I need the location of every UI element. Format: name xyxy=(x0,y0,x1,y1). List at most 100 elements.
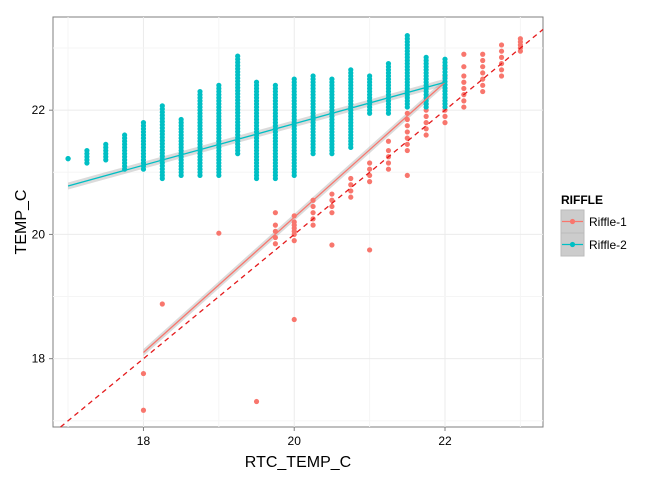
legend-point-riffle-1 xyxy=(569,218,576,225)
point-riffle-1 xyxy=(480,70,486,76)
point-riffle-1 xyxy=(461,79,467,85)
point-riffle-1 xyxy=(498,73,505,79)
point-riffle-1 xyxy=(291,213,297,219)
point-riffle-1 xyxy=(367,166,373,172)
point-riffle-2 xyxy=(310,73,316,79)
legend-label-riffle-2: Riffle-2 xyxy=(589,238,627,252)
point-riffle-1 xyxy=(310,210,316,216)
point-riffle-1 xyxy=(272,210,278,216)
point-riffle-1 xyxy=(498,48,505,54)
point-riffle-1 xyxy=(404,147,410,154)
point-riffle-2 xyxy=(235,53,241,59)
point-riffle-1 xyxy=(461,98,467,104)
point-riffle-2 xyxy=(65,156,71,162)
point-riffle-2 xyxy=(423,54,429,60)
point-riffle-2 xyxy=(216,82,222,88)
point-riffle-2 xyxy=(385,60,392,67)
point-riffle-1 xyxy=(442,120,448,126)
point-riffle-1 xyxy=(329,191,335,197)
point-riffle-1 xyxy=(140,407,147,413)
point-riffle-2 xyxy=(442,56,448,62)
point-riffle-1 xyxy=(461,104,467,110)
y-tick-label: 18 xyxy=(32,352,46,366)
point-riffle-1 xyxy=(442,113,448,119)
point-riffle-2 xyxy=(159,103,165,109)
point-riffle-2 xyxy=(103,141,109,147)
point-riffle-1 xyxy=(385,166,392,172)
point-riffle-1 xyxy=(291,316,297,323)
point-riffle-2 xyxy=(329,76,335,82)
legend-point-riffle-2 xyxy=(569,241,576,248)
point-riffle-1 xyxy=(159,301,165,307)
point-riffle-1 xyxy=(140,370,147,377)
fit-line-riffle-2 xyxy=(67,81,446,187)
point-riffle-1 xyxy=(253,398,260,405)
y-tick-label: 20 xyxy=(32,227,46,241)
point-riffle-1 xyxy=(480,82,486,88)
point-riffle-2 xyxy=(272,82,278,88)
point-riffle-1 xyxy=(367,179,373,185)
point-riffle-1 xyxy=(404,141,410,147)
point-riffle-1 xyxy=(480,57,486,64)
point-riffle-2 xyxy=(178,116,184,123)
x-tick-label: 20 xyxy=(288,434,302,448)
point-riffle-1 xyxy=(291,238,297,244)
point-riffle-1 xyxy=(310,203,316,210)
point-riffle-1 xyxy=(385,138,392,144)
point-riffle-1 xyxy=(329,203,335,210)
legend-title: RIFFLE xyxy=(561,193,603,207)
point-riffle-2 xyxy=(348,67,354,73)
y-tick-label: 22 xyxy=(32,103,46,117)
x-tick-label: 18 xyxy=(137,434,151,448)
point-riffle-1 xyxy=(385,160,392,166)
point-riffle-1 xyxy=(404,116,410,123)
point-riffle-1 xyxy=(480,88,486,95)
point-riffle-1 xyxy=(517,36,523,42)
x-axis-title: RTC_TEMP_C xyxy=(245,454,351,471)
point-riffle-1 xyxy=(461,85,467,92)
data-points xyxy=(65,33,523,413)
point-riffle-1 xyxy=(498,67,505,73)
x-tick-label: 22 xyxy=(438,434,452,448)
point-riffle-1 xyxy=(385,147,392,154)
point-riffle-1 xyxy=(348,194,354,200)
point-riffle-1 xyxy=(272,222,278,228)
point-riffle-1 xyxy=(461,73,467,79)
point-riffle-1 xyxy=(404,172,410,179)
point-riffle-1 xyxy=(291,219,297,225)
point-riffle-2 xyxy=(122,132,128,138)
point-riffle-1 xyxy=(329,210,335,216)
legend: RIFFLE Riffle-1 Riffle-2 xyxy=(560,193,627,257)
point-riffle-1 xyxy=(480,51,486,57)
fit-lines xyxy=(60,28,544,428)
point-riffle-2 xyxy=(253,79,260,85)
point-riffle-1 xyxy=(310,222,316,228)
point-riffle-1 xyxy=(348,175,354,182)
point-riffle-1 xyxy=(216,230,222,236)
point-riffle-1 xyxy=(329,242,335,248)
point-riffle-1 xyxy=(367,160,373,166)
point-riffle-1 xyxy=(423,132,429,138)
y-axis-title: TEMP_C xyxy=(13,190,30,255)
point-riffle-2 xyxy=(291,76,297,82)
point-riffle-1 xyxy=(461,51,467,57)
point-riffle-2 xyxy=(367,73,373,79)
point-riffle-1 xyxy=(404,123,410,129)
point-riffle-2 xyxy=(197,88,203,95)
point-riffle-1 xyxy=(404,129,410,135)
axes: 18 20 22 18 20 22 xyxy=(32,103,452,448)
panel-background xyxy=(52,16,544,428)
point-riffle-1 xyxy=(498,54,505,60)
point-riffle-1 xyxy=(498,42,505,48)
point-riffle-2 xyxy=(140,120,147,126)
point-riffle-2 xyxy=(84,147,90,154)
point-riffle-1 xyxy=(423,120,429,126)
point-riffle-1 xyxy=(480,64,486,70)
legend-label-riffle-1: Riffle-1 xyxy=(589,215,627,229)
point-riffle-2 xyxy=(404,33,410,39)
point-riffle-1 xyxy=(272,241,278,247)
point-riffle-1 xyxy=(367,247,373,253)
fit-line-riffle-1 xyxy=(143,81,446,353)
point-riffle-1 xyxy=(480,76,486,82)
